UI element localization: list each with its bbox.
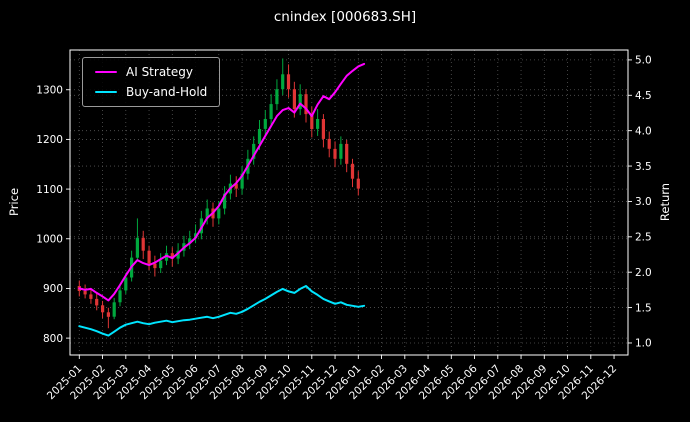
ai-strategy-line-swatch [95, 70, 117, 74]
candle-body [252, 143, 256, 159]
right-axis-tick-label: 5.0 [635, 55, 652, 67]
candle-body [83, 290, 87, 295]
candle-body [269, 104, 273, 119]
candle-body [240, 173, 244, 189]
candle-body [188, 238, 192, 244]
left-axis-tick-label: 900 [43, 283, 63, 295]
candle-body [316, 119, 320, 129]
legend-label-buy-and-hold: Buy-and-Hold [126, 85, 208, 99]
candle-body [112, 302, 116, 317]
candle-body [281, 74, 285, 90]
ai-strategy-line [78, 62, 366, 302]
right-axis-label: Return [658, 182, 672, 222]
candle-body [106, 312, 110, 317]
candle-body [223, 193, 227, 209]
candle-body [95, 298, 99, 306]
candle-body [147, 250, 151, 264]
left-axis-label: Price [7, 187, 21, 217]
candle-body [321, 119, 325, 139]
candle-body [327, 138, 331, 149]
legend: AI Strategy Buy-and-Hold [82, 57, 221, 107]
left-axis-tick-label: 800 [43, 333, 63, 345]
candle-body [135, 237, 139, 258]
candle-body [194, 233, 198, 239]
candle-body [205, 208, 209, 219]
candle-body [170, 253, 174, 259]
candle-body [89, 294, 93, 299]
chart-title: cnindex [000683.SH] [273, 9, 417, 25]
candle-body [275, 89, 279, 105]
candle-body [124, 277, 128, 291]
plot-border [69, 49, 629, 356]
candle-body [339, 143, 343, 159]
candle-body [286, 74, 291, 90]
legend-label-ai-strategy: AI Strategy [126, 65, 193, 79]
candle-body [263, 119, 267, 129]
right-axis-tick-label: 1.0 [635, 338, 652, 350]
candle-body [101, 305, 105, 313]
right-axis-tick-label: 3.0 [635, 196, 652, 208]
candle-body [118, 290, 122, 303]
candle-body [345, 143, 349, 164]
candle-body [298, 94, 302, 110]
right-axis-tick-label: 1.5 [635, 302, 652, 314]
left-axis-tick-label: 1100 [36, 184, 63, 196]
candle-body [333, 148, 337, 159]
right-axis-tick-label: 4.0 [635, 125, 652, 137]
axis-ticks [66, 59, 632, 359]
candle-body [292, 89, 296, 110]
candle-body [159, 260, 163, 269]
candle-body [356, 178, 360, 189]
right-axis-tick-label: 2.5 [635, 232, 652, 244]
buy-and-hold-line [78, 285, 366, 337]
right-axis-tick-label: 4.5 [635, 90, 652, 102]
candle-body [153, 263, 157, 269]
candle-body [176, 250, 180, 259]
candle-body [217, 208, 221, 219]
left-axis-tick-label: 1000 [36, 234, 63, 246]
candle-body [234, 183, 238, 189]
candle-body [257, 129, 262, 144]
candle-body [304, 94, 308, 115]
right-axis-tick-label: 3.5 [635, 161, 652, 173]
buy-and-hold-line-swatch [95, 90, 117, 94]
grid-lines [70, 50, 628, 355]
legend-entry-buy-and-hold: Buy-and-Hold [95, 86, 207, 98]
candle-body [141, 237, 145, 251]
legend-entry-ai-strategy: AI Strategy [95, 66, 207, 78]
candle-body [310, 114, 314, 129]
right-axis-tick-label: 2.0 [635, 267, 652, 279]
candle-body [164, 253, 169, 261]
left-axis-tick-label: 1200 [36, 134, 63, 146]
left-axis-tick-label: 1300 [36, 84, 63, 96]
candle-body [350, 163, 355, 179]
